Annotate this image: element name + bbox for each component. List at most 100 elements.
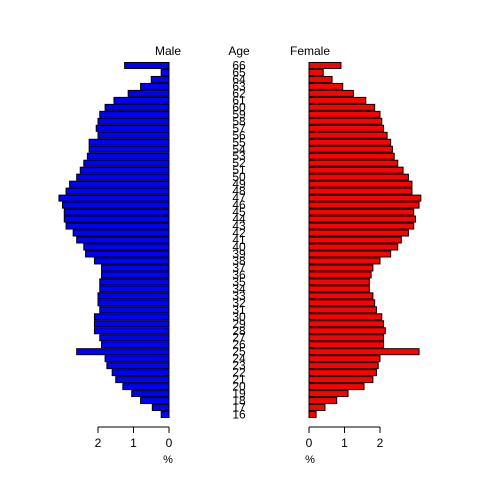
male-unit-label: % bbox=[163, 454, 173, 466]
age-label-29: 29 bbox=[232, 317, 246, 331]
female-bar-age-32 bbox=[308, 299, 376, 307]
age-label-47: 47 bbox=[232, 191, 246, 205]
female-bar-age-27 bbox=[308, 334, 385, 342]
age-label-57: 57 bbox=[232, 121, 246, 135]
male-bar-age-50 bbox=[76, 173, 170, 181]
age-label-44: 44 bbox=[232, 212, 246, 226]
age-label-55: 55 bbox=[232, 135, 246, 149]
female-bar-age-65 bbox=[308, 68, 324, 76]
male-bar-age-64 bbox=[150, 75, 170, 83]
female-bar-age-61 bbox=[308, 96, 367, 104]
female-bar-age-41 bbox=[308, 236, 402, 244]
age-label-64: 64 bbox=[232, 72, 246, 86]
female-bar-age-18 bbox=[308, 397, 338, 405]
male-bar-age-37 bbox=[101, 264, 170, 272]
age-label-51: 51 bbox=[232, 163, 246, 177]
female-bar-age-58 bbox=[308, 117, 383, 125]
male-x-axis: 2 1 0 bbox=[95, 426, 173, 450]
female-tick-label-0: 0 bbox=[306, 436, 313, 450]
male-bar-age-36 bbox=[101, 271, 170, 279]
male-bar-age-60 bbox=[104, 103, 170, 111]
female-bar-age-55 bbox=[308, 138, 392, 146]
female-bar-age-17 bbox=[308, 404, 326, 412]
age-label-34: 34 bbox=[232, 282, 246, 296]
female-bar-age-34 bbox=[308, 285, 370, 293]
male-bar-age-20 bbox=[122, 383, 170, 391]
male-bar-age-38 bbox=[93, 257, 170, 265]
female-unit-label: % bbox=[305, 454, 315, 466]
age-label-20: 20 bbox=[232, 380, 246, 394]
female-bar-age-48 bbox=[308, 187, 413, 195]
male-bar-age-66 bbox=[124, 61, 170, 69]
female-bar-age-38 bbox=[308, 257, 381, 265]
age-label-31: 31 bbox=[232, 303, 246, 317]
male-bar-age-47 bbox=[58, 194, 170, 202]
female-bar-age-47 bbox=[308, 194, 422, 202]
male-header: Male bbox=[155, 44, 181, 58]
age-label-45: 45 bbox=[232, 205, 246, 219]
age-label-56: 56 bbox=[232, 128, 246, 142]
male-bar-age-43 bbox=[65, 222, 170, 230]
female-bar-age-60 bbox=[308, 103, 376, 111]
female-bar-age-25 bbox=[308, 348, 420, 356]
female-header: Female bbox=[290, 44, 330, 58]
male-bar-age-65 bbox=[160, 68, 170, 76]
age-label-25: 25 bbox=[232, 345, 246, 359]
female-bar-age-40 bbox=[308, 243, 399, 251]
age-label-42: 42 bbox=[232, 226, 246, 240]
male-bar-age-48 bbox=[65, 187, 170, 195]
male-bar-age-59 bbox=[99, 110, 170, 118]
female-bar-age-37 bbox=[308, 264, 374, 272]
male-bar-age-42 bbox=[72, 229, 170, 237]
age-label-59: 59 bbox=[232, 107, 246, 121]
male-bar-age-53 bbox=[86, 152, 170, 160]
female-bar-age-51 bbox=[308, 166, 404, 174]
female-bar-age-46 bbox=[308, 201, 420, 209]
female-bar-age-52 bbox=[308, 159, 399, 167]
age-label-24: 24 bbox=[232, 352, 246, 366]
male-bar-age-23 bbox=[106, 362, 170, 370]
age-label-21: 21 bbox=[232, 373, 246, 387]
age-labels: 1617181920212223242526272829303132333435… bbox=[232, 58, 246, 421]
age-label-66: 66 bbox=[232, 58, 246, 72]
age-label-58: 58 bbox=[232, 114, 246, 128]
age-label-17: 17 bbox=[232, 401, 246, 415]
male-bar-age-33 bbox=[97, 292, 170, 300]
male-tick-label-0: 0 bbox=[166, 436, 173, 450]
female-bar-age-62 bbox=[308, 89, 354, 97]
female-tick-label-2: 2 bbox=[377, 436, 384, 450]
male-bar-age-19 bbox=[131, 390, 170, 398]
age-label-22: 22 bbox=[232, 366, 246, 380]
female-bar-age-49 bbox=[308, 180, 413, 188]
male-bar-age-21 bbox=[115, 376, 170, 384]
female-bar-age-57 bbox=[308, 124, 385, 132]
female-x-axis: 0 1 2 bbox=[306, 426, 384, 450]
female-bars bbox=[308, 61, 422, 419]
female-bar-age-21 bbox=[308, 376, 374, 384]
male-bar-age-31 bbox=[99, 306, 170, 314]
male-tick-label-2: 2 bbox=[95, 436, 102, 450]
male-bar-age-45 bbox=[63, 208, 170, 216]
male-bar-age-17 bbox=[151, 404, 170, 412]
female-bar-age-66 bbox=[308, 61, 342, 69]
age-label-61: 61 bbox=[232, 93, 246, 107]
male-bar-age-52 bbox=[83, 159, 170, 167]
female-bar-age-24 bbox=[308, 355, 381, 363]
age-label-53: 53 bbox=[232, 149, 246, 163]
female-bar-age-63 bbox=[308, 82, 344, 90]
male-bar-age-25 bbox=[76, 348, 170, 356]
male-bars bbox=[58, 61, 170, 419]
male-tick-label-1: 1 bbox=[130, 436, 137, 450]
female-bar-age-50 bbox=[308, 173, 409, 181]
age-label-27: 27 bbox=[232, 331, 246, 345]
age-label-26: 26 bbox=[232, 338, 246, 352]
female-bar-age-33 bbox=[308, 292, 374, 300]
male-bar-age-62 bbox=[127, 89, 170, 97]
age-label-38: 38 bbox=[232, 254, 246, 268]
age-label-52: 52 bbox=[232, 156, 246, 170]
male-bar-age-18 bbox=[140, 397, 170, 405]
age-label-60: 60 bbox=[232, 100, 246, 114]
male-bar-age-29 bbox=[93, 320, 170, 328]
female-bar-age-59 bbox=[308, 110, 381, 118]
